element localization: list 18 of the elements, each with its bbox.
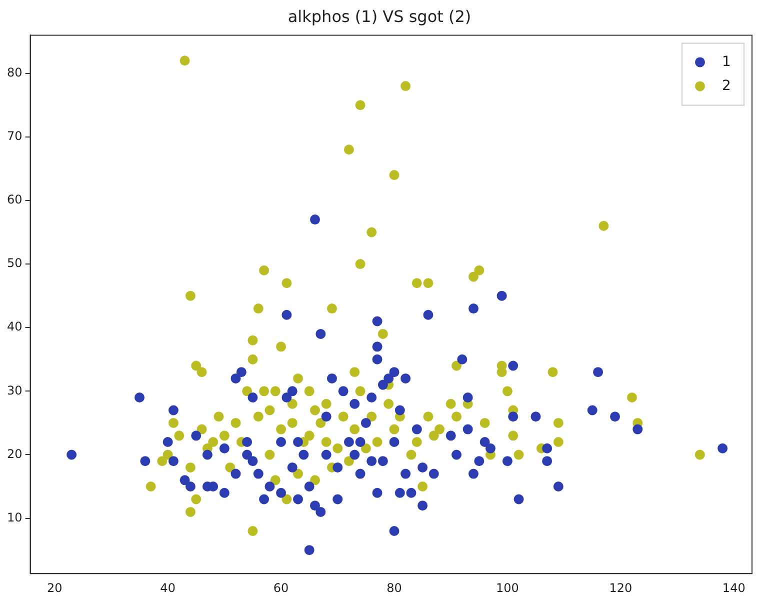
- y-tick-label: 10: [6, 510, 22, 524]
- y-tick-label: 70: [6, 129, 22, 144]
- x-tick-label: 20: [46, 580, 62, 595]
- x-tick-label: 40: [160, 580, 176, 595]
- y-tick-label: 30: [6, 383, 22, 398]
- x-tick-label: 80: [386, 580, 402, 595]
- x-tick-label: 60: [273, 580, 289, 595]
- x-tick-label: 120: [609, 580, 632, 595]
- y-tick-label: 50: [6, 256, 22, 270]
- legend-label: 1: [722, 54, 731, 70]
- y-tick-label: 60: [6, 192, 22, 207]
- y-tick-label: 20: [6, 446, 22, 461]
- y-tick-label: 40: [6, 320, 22, 334]
- x-tick-label: 100: [496, 580, 519, 595]
- x-tick-label: 140: [722, 580, 746, 595]
- legend-label: 2: [722, 78, 731, 94]
- y-tick-label: 80: [6, 65, 22, 80]
- chart-title: alkphos (1) VS sgot (2): [288, 6, 472, 26]
